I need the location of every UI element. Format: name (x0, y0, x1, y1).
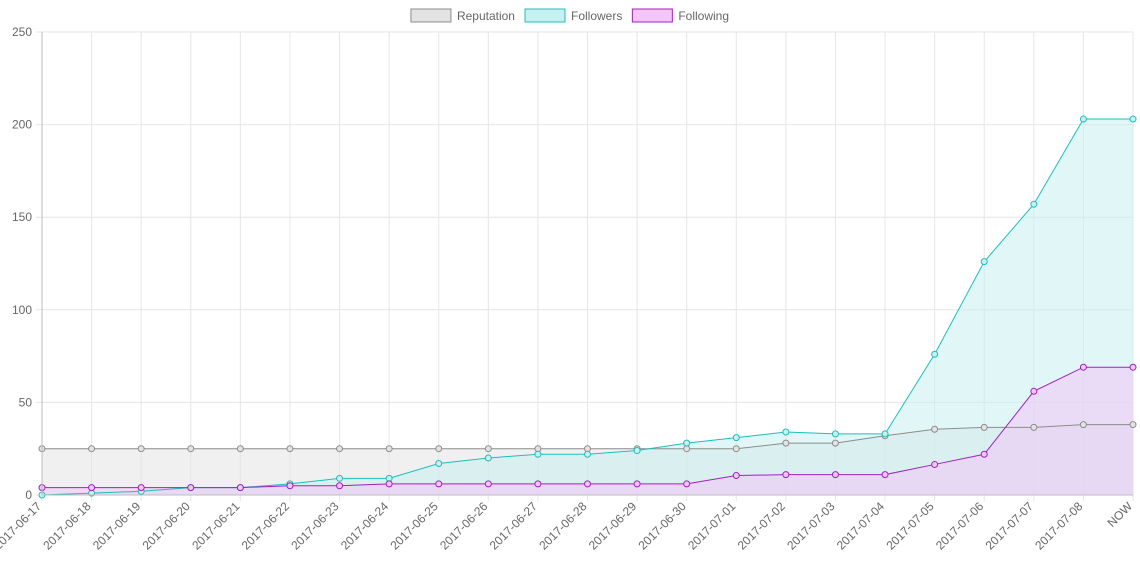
reputation-point[interactable] (1129, 421, 1137, 429)
x-tick-label: 2017-06-20 (140, 499, 194, 553)
followers-point[interactable] (584, 450, 591, 458)
reputation-point[interactable] (980, 423, 988, 431)
following-point[interactable] (435, 480, 443, 488)
series-points (38, 115, 1137, 499)
x-tick-label: 2017-06-17 (0, 499, 44, 553)
following-point[interactable] (236, 484, 244, 492)
reputation-point[interactable] (137, 445, 145, 453)
x-tick-label: 2017-06-22 (239, 499, 293, 553)
following-point[interactable] (931, 460, 939, 468)
followers-point[interactable] (831, 430, 839, 438)
reputation-point[interactable] (187, 445, 195, 453)
legend-item-followers[interactable]: Followers (524, 8, 622, 23)
followers-point[interactable] (633, 447, 641, 455)
following-point[interactable] (831, 471, 839, 479)
x-tick-label: 2017-06-19 (90, 499, 144, 553)
y-tick-label: 0 (25, 488, 32, 502)
followers-point[interactable] (881, 430, 889, 438)
following-point[interactable] (88, 484, 96, 492)
followers-point[interactable] (336, 474, 344, 482)
series-areas (42, 119, 1133, 495)
y-tick-label: 100 (12, 303, 32, 317)
x-tick-label: 2017-06-29 (586, 499, 640, 553)
reputation-point[interactable] (782, 439, 790, 447)
following-point[interactable] (683, 480, 691, 488)
legend-swatch (631, 8, 673, 23)
following-point[interactable] (584, 480, 591, 488)
x-tick-label: 2017-06-25 (388, 499, 442, 553)
x-tick-label: 2017-07-07 (983, 499, 1037, 553)
x-tick-label: 2017-07-03 (784, 499, 838, 553)
x-tick-label: 2017-06-24 (338, 499, 392, 553)
following-point[interactable] (286, 482, 294, 490)
legend-swatch (410, 8, 452, 23)
reputation-point[interactable] (1030, 423, 1038, 431)
y-tick-label: 150 (12, 210, 32, 224)
reputation-point[interactable] (88, 445, 96, 453)
reputation-point[interactable] (336, 445, 344, 453)
followers-point[interactable] (435, 460, 443, 468)
followers-point[interactable] (782, 428, 790, 436)
x-tick-label: 2017-07-06 (933, 499, 987, 553)
following-point[interactable] (1030, 387, 1038, 395)
reputation-point[interactable] (435, 445, 443, 453)
followers-point[interactable] (732, 434, 740, 442)
following-point[interactable] (1129, 363, 1137, 371)
x-tick-label: 2017-06-21 (189, 499, 243, 553)
reputation-point[interactable] (484, 445, 492, 453)
following-point[interactable] (187, 484, 195, 492)
y-tick-label: 50 (19, 395, 33, 409)
following-point[interactable] (385, 480, 393, 488)
followers-point[interactable] (1030, 200, 1038, 208)
following-area (42, 367, 1133, 495)
following-point[interactable] (881, 471, 889, 479)
followers-point[interactable] (1079, 115, 1087, 123)
x-tick-label: 2017-07-02 (735, 499, 789, 553)
legend-label: Following (678, 9, 729, 23)
legend-label: Followers (571, 9, 622, 23)
following-point[interactable] (484, 480, 492, 488)
following-point[interactable] (782, 471, 790, 479)
x-tick-label: 2017-06-26 (437, 499, 491, 553)
followers-point[interactable] (683, 439, 691, 447)
legend-item-following[interactable]: Following (631, 8, 729, 23)
y-tick-label: 250 (12, 25, 32, 39)
reputation-point[interactable] (1079, 421, 1087, 429)
followers-point[interactable] (931, 350, 939, 358)
reputation-point[interactable] (286, 445, 294, 453)
following-point[interactable] (633, 480, 641, 488)
x-tick-label: 2017-07-08 (1032, 499, 1086, 553)
y-tick-label: 200 (12, 118, 32, 132)
legend-label: Reputation (457, 9, 515, 23)
following-point[interactable] (534, 480, 542, 488)
following-point[interactable] (980, 450, 988, 458)
legend-item-reputation[interactable]: Reputation (410, 8, 515, 23)
following-point[interactable] (1079, 363, 1087, 371)
x-tick-label: 2017-06-23 (288, 499, 342, 553)
followers-point[interactable] (1129, 115, 1137, 123)
x-tick-label: 2017-06-30 (635, 499, 689, 553)
legend-swatch (524, 8, 566, 23)
following-point[interactable] (137, 484, 145, 492)
reputation-point[interactable] (732, 445, 740, 453)
following-point[interactable] (336, 482, 344, 490)
reputation-point[interactable] (831, 439, 839, 447)
x-tick-label: 2017-07-04 (834, 499, 888, 553)
reputation-point[interactable] (236, 445, 244, 453)
followers-point[interactable] (484, 454, 492, 462)
followers-point[interactable] (980, 258, 988, 266)
x-tick-label: 2017-06-28 (536, 499, 590, 553)
reputation-point[interactable] (931, 425, 939, 433)
followers-point[interactable] (534, 450, 542, 458)
x-tick-label: NOW (1104, 499, 1135, 530)
reputation-point[interactable] (385, 445, 393, 453)
x-tick-label: 2017-06-27 (487, 499, 541, 553)
following-point[interactable] (732, 472, 740, 480)
x-tick-label: 2017-06-18 (40, 499, 94, 553)
x-tick-label: 2017-07-05 (883, 499, 937, 553)
x-tick-label: 2017-07-01 (685, 499, 739, 553)
legend[interactable]: Reputation Followers Following (410, 8, 729, 23)
